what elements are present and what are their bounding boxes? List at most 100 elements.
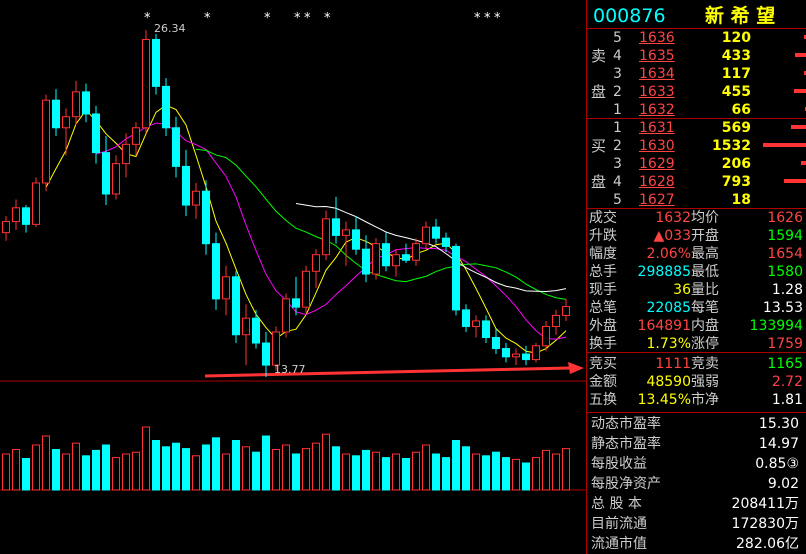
fund-value: 15.30 — [758, 416, 799, 432]
stat-row: 外盘 164891 内盘 133994 — [587, 317, 806, 335]
fund-row: 每股净资产 9.02 — [587, 474, 806, 494]
header: 000876 新 希 望 — [587, 4, 806, 28]
stat-value: 48590 — [646, 374, 691, 390]
candle-body — [32, 182, 40, 225]
volume-bar — [790, 125, 806, 129]
candle-body — [392, 254, 400, 267]
volume-bar — [372, 451, 380, 491]
volume-bar — [552, 453, 560, 491]
candle-body — [302, 270, 310, 308]
candle-body — [102, 152, 110, 195]
volume-bar — [62, 453, 70, 491]
arrow — [204, 366, 571, 378]
separator — [587, 118, 806, 119]
volume: 18 — [731, 192, 751, 208]
volume-bar — [532, 457, 540, 491]
volume-bar — [252, 451, 260, 491]
volume-bar — [452, 440, 460, 491]
volume-bar — [192, 455, 200, 491]
stat-value: 2.72 — [771, 374, 803, 390]
moving-average — [195, 148, 567, 300]
volume-bar — [482, 455, 490, 491]
candle-body — [232, 276, 240, 336]
fund-value: 282.06亿 — [736, 536, 799, 552]
candle-body — [542, 325, 550, 347]
stat-value: 164891 — [637, 318, 691, 334]
candle-body — [402, 254, 410, 261]
candle-body — [192, 190, 200, 206]
level: 1 — [613, 102, 622, 118]
stat-value: 13.53 — [762, 300, 803, 316]
volume: 120 — [721, 30, 751, 46]
volume-bar — [803, 71, 806, 75]
candle-body — [282, 298, 290, 333]
volume-bar — [52, 449, 60, 491]
fund-value: 172830万 — [731, 516, 799, 532]
stat-label: 最低 — [691, 264, 719, 280]
volume-bar — [182, 448, 190, 491]
candle-body — [372, 243, 380, 275]
volume-bar — [794, 89, 806, 93]
volume-bar — [472, 453, 480, 491]
fund-label: 每股净资产 — [591, 476, 661, 492]
volume-bar — [432, 453, 440, 491]
candle-body — [312, 254, 320, 272]
stat-row: 总笔 22085 每笔 13.53 — [587, 299, 806, 317]
price: 1636 — [639, 30, 675, 46]
level: 3 — [613, 66, 622, 82]
level: 4 — [613, 174, 622, 190]
book-row: 1 1632 66 — [587, 101, 806, 119]
price: 1633 — [639, 84, 675, 100]
price-annotation: 26.34 — [154, 22, 186, 35]
side-label: 盘 — [591, 83, 607, 101]
moving-average — [95, 122, 567, 340]
price-annotation: 13.77 — [274, 363, 306, 376]
volume: 433 — [721, 48, 751, 64]
stat-value: 1626 — [767, 210, 803, 226]
fund-value: 0.85③ — [755, 456, 799, 472]
volume-bar — [392, 453, 400, 491]
stat-value: 1111 — [655, 356, 691, 372]
book-row: 2 1633 455 — [587, 83, 806, 101]
volume-bar — [512, 458, 520, 491]
volume-bar — [542, 449, 550, 491]
candle-body — [552, 314, 560, 327]
fund-label: 流通市值 — [591, 536, 647, 552]
price: 1630 — [639, 138, 675, 154]
marker: * — [474, 11, 481, 26]
volume-bar — [212, 437, 220, 491]
candle-body — [252, 317, 260, 344]
volume-bar — [402, 458, 410, 491]
book-row: 4 1635 433 — [587, 47, 806, 65]
volume-bar — [332, 446, 340, 491]
book-row: 3 1629 206 — [587, 155, 806, 173]
candle-body — [332, 218, 340, 236]
candle-body — [522, 353, 530, 361]
stat-value: 1165 — [767, 356, 803, 372]
candle-body — [72, 91, 80, 118]
stat-label: 开盘 — [691, 228, 719, 244]
volume-bar — [202, 444, 210, 491]
marker: * — [294, 11, 301, 26]
separator — [587, 208, 806, 209]
price: 1627 — [639, 192, 675, 208]
fund-row: 动态市盈率 15.30 — [587, 414, 806, 434]
volume-bar — [42, 435, 50, 491]
stat-row: 升跌 ▲033 开盘 1594 — [587, 227, 806, 245]
stat-value: 1.81 — [771, 392, 803, 408]
candle-body — [152, 38, 160, 87]
marker: * — [494, 11, 501, 26]
price: 1634 — [639, 66, 675, 82]
level: 2 — [613, 84, 622, 100]
level: 5 — [613, 30, 622, 46]
stat-value: 13.45% — [637, 392, 691, 408]
candle-body — [212, 243, 220, 300]
code: 000876 — [593, 5, 666, 27]
stat-label: 最高 — [691, 246, 719, 262]
price: 1635 — [639, 48, 675, 64]
volume-bar — [502, 457, 510, 491]
level: 2 — [613, 138, 622, 154]
price: 1628 — [639, 174, 675, 190]
volume-bar — [92, 449, 100, 491]
